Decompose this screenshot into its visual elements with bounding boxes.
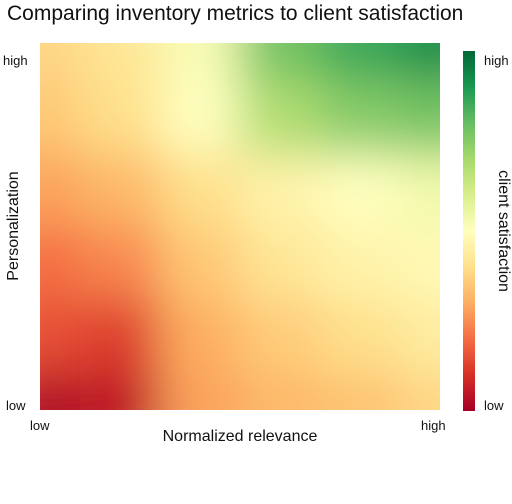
heatmap-cell (320, 226, 401, 301)
heatmap-cell (160, 153, 241, 227)
heatmap-cell (400, 153, 440, 227)
heatmap-cell (400, 299, 440, 374)
heatmap-cell (160, 373, 241, 410)
heatmap-cell (40, 226, 81, 301)
heatmap-cell (320, 153, 401, 227)
chart-title: Comparing inventory metrics to client sa… (7, 2, 464, 25)
heatmap-cell (160, 226, 241, 301)
heatmap-cell (80, 79, 161, 154)
heatmap-cell (80, 299, 161, 374)
heatmap-cell (40, 153, 81, 227)
heatmap-cell (240, 226, 321, 301)
heatmap-cell (240, 43, 321, 81)
heatmap-cell (240, 153, 321, 227)
colorbar-label: client satisfaction (495, 170, 512, 292)
heatmap-cell (80, 373, 161, 410)
y-tick-low: low (6, 398, 26, 413)
heatmap-cell (80, 43, 161, 81)
heatmap-cell (40, 43, 81, 81)
colorbar-tick-low: low (484, 398, 504, 413)
heatmap-cell (160, 43, 241, 81)
heatmap-cell (320, 43, 401, 81)
colorbar-gradient (463, 51, 475, 411)
x-axis-label: Normalized relevance (162, 428, 318, 445)
heatmap-cell (160, 79, 241, 154)
heatmap-cell (320, 373, 401, 410)
heatmap-cell (80, 153, 161, 227)
heatmap-cell (240, 373, 321, 410)
colorbar (463, 51, 475, 411)
heatmap-cell (160, 299, 241, 374)
heatmap-svg (40, 43, 440, 410)
heatmap-cell (80, 226, 161, 301)
heatmap-cell (400, 373, 440, 410)
colorbar-tick-high: high (484, 53, 509, 68)
heatmap-cell (320, 299, 401, 374)
y-axis-label: Personalization (5, 171, 22, 281)
heatmap-cell (40, 299, 81, 374)
heatmap-cell (240, 79, 321, 154)
heatmap-cell (320, 79, 401, 154)
heatmap-plot-area (40, 43, 440, 410)
heatmap-cell (400, 43, 440, 81)
y-tick-high: high (3, 53, 28, 68)
heatmap-cell (400, 226, 440, 301)
heatmap-cell (240, 299, 321, 374)
x-tick-low: low (30, 418, 50, 433)
heatmap-cell (400, 79, 440, 154)
heatmap-cell (40, 373, 81, 410)
heatmap-cell (40, 79, 81, 154)
x-tick-high: high (421, 418, 446, 433)
